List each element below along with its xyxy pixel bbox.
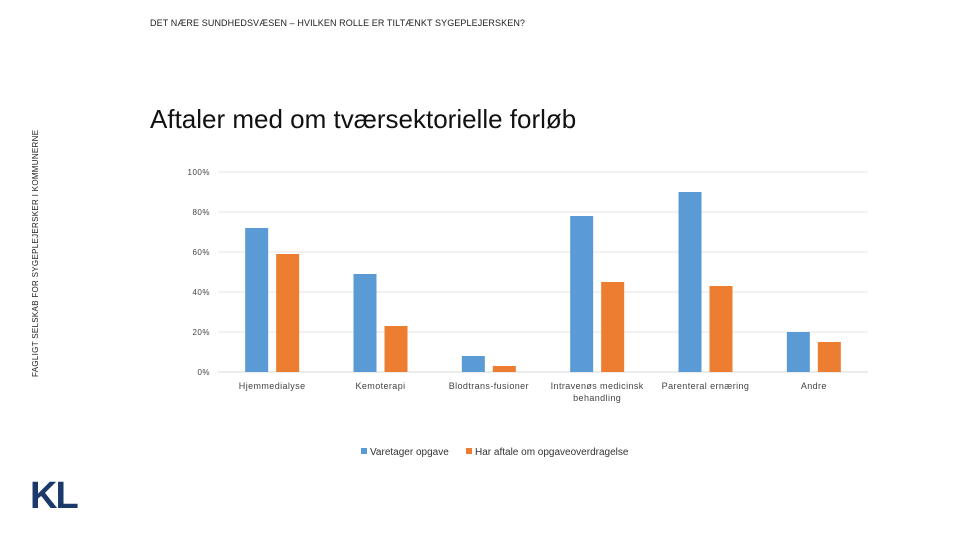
bar-varetager: [461, 356, 485, 372]
x-tick-label: Kemoterapi: [355, 381, 405, 391]
x-tick-label: Hjemmedialyse: [239, 381, 306, 391]
y-tick-label: 100%: [188, 168, 210, 177]
x-tick-label: Blodtrans-fusioner: [449, 381, 529, 391]
bar-aftale: [276, 254, 300, 372]
bar-varetager: [245, 228, 269, 372]
bar-aftale: [384, 326, 408, 372]
bar-varetager: [570, 216, 594, 372]
bar-aftale: [817, 342, 841, 372]
y-tick-label: 60%: [192, 248, 210, 257]
bar-varetager: [678, 192, 702, 372]
kl-logo-text: KL: [30, 475, 78, 514]
x-tick-label: Andre: [801, 381, 827, 391]
y-tick-label: 20%: [192, 328, 210, 337]
legend-swatch: [361, 448, 367, 454]
bar-aftale: [709, 286, 733, 372]
y-tick-label: 0%: [197, 368, 210, 377]
bar-aftale: [492, 366, 516, 372]
kl-logo: KL: [30, 475, 80, 514]
legend-label: Varetager opgave: [370, 447, 449, 458]
bar-varetager: [786, 332, 810, 372]
x-tick-label: Parenteral ernæring: [662, 381, 750, 391]
legend-swatch: [466, 448, 472, 454]
y-tick-label: 40%: [192, 288, 210, 297]
chart-title: Aftaler med om tværsektorielle forløb: [150, 104, 577, 134]
y-tick-label: 80%: [192, 208, 210, 217]
bar-aftale: [601, 282, 625, 372]
x-tick-label: Intravenøs medicinsk behandling: [551, 381, 644, 403]
header-title: DET NÆRE SUNDHEDSVÆSEN – HVILKEN ROLLE E…: [150, 18, 526, 28]
legend-label: Har aftale om opgaveoverdragelse: [475, 447, 629, 458]
bar-varetager: [353, 274, 377, 372]
